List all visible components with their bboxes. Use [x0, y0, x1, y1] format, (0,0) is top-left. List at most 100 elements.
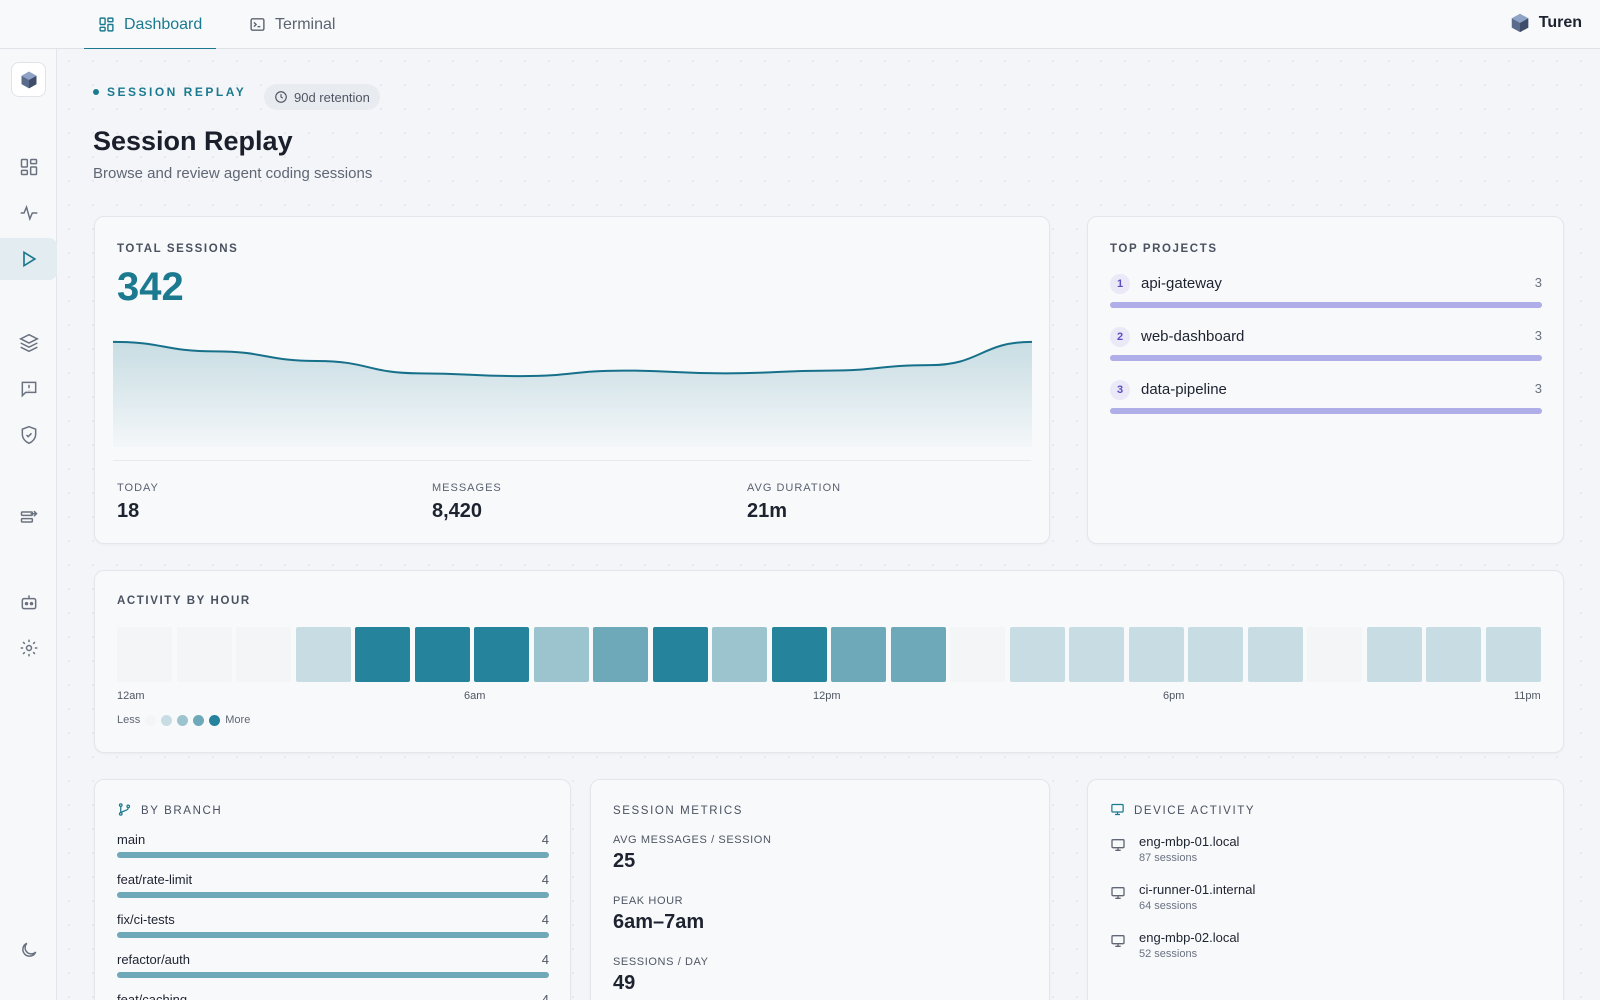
project-count: 3 — [1534, 381, 1542, 396]
branch-row[interactable]: fix/ci-tests 4 — [117, 912, 549, 948]
branch-row[interactable]: feat/rate-limit 4 — [117, 872, 549, 908]
project-row[interactable]: 2 web-dashboard 3 — [1110, 327, 1542, 367]
project-rank: 2 — [1110, 327, 1130, 347]
sidebar-item-export[interactable] — [0, 496, 57, 538]
heatmap-cell[interactable] — [295, 627, 351, 682]
branch-name: main — [117, 832, 146, 847]
branch-row[interactable]: main 4 — [117, 832, 549, 868]
heatmap-cell[interactable] — [117, 627, 172, 682]
project-row[interactable]: 1 api-gateway 3 — [1110, 274, 1542, 314]
card-title: BY BRANCH — [141, 805, 223, 817]
branch-row[interactable]: feat/caching 4 — [117, 992, 549, 1000]
project-count: 3 — [1534, 275, 1542, 290]
branch-bar — [117, 852, 549, 858]
dashboard-icon — [20, 158, 37, 176]
branch-count: 4 — [541, 872, 549, 887]
theme-toggle-button[interactable] — [0, 929, 57, 971]
heatmap-cell[interactable] — [1188, 627, 1243, 682]
heatmap-cell[interactable] — [831, 627, 886, 682]
hour-label: 11pm — [1514, 690, 1541, 702]
heatmap-cell[interactable] — [533, 627, 589, 682]
heatmap-cell[interactable] — [1366, 627, 1422, 682]
total-sessions-card: TOTAL SESSIONS 342 TODAY 18 MESSAGES 8,4… — [94, 216, 1050, 544]
sidebar-item-agents[interactable] — [0, 581, 57, 623]
hour-label: 12pm — [813, 690, 841, 702]
session-metrics-card: SESSION METRICS AVG MESSAGES / SESSION 2… — [590, 779, 1050, 1000]
tab-dashboard[interactable]: Dashboard — [84, 0, 217, 50]
retention-label: 90d retention — [294, 89, 370, 105]
sidebar-item-session-replay[interactable] — [0, 238, 57, 280]
device-name: eng-mbp-01.local — [1139, 834, 1240, 849]
metric-label: SESSIONS / DAY — [613, 956, 709, 968]
app-logo-icon — [21, 71, 36, 88]
legend-swatch — [193, 714, 205, 726]
sidebar-item-settings[interactable] — [0, 627, 57, 669]
heatmap-cell[interactable] — [414, 627, 470, 682]
top-projects-card: TOP PROJECTS 1 api-gateway 3 2 web-dashb… — [1087, 216, 1564, 544]
legend-swatch — [145, 714, 157, 726]
heatmap-cell[interactable] — [950, 627, 1005, 682]
heatmap-cell[interactable] — [593, 627, 648, 682]
legend-swatch — [209, 714, 221, 726]
sidebar-item-security[interactable] — [0, 414, 57, 456]
terminal-icon — [250, 18, 265, 31]
heatmap-cell[interactable] — [1307, 627, 1362, 682]
heatmap-cell[interactable] — [890, 627, 946, 682]
metric-label: AVG MESSAGES / SESSION — [613, 834, 772, 846]
project-bar — [1110, 408, 1542, 414]
branch-bar — [117, 932, 549, 938]
device-sessions: 52 sessions — [1139, 948, 1198, 960]
heatmap-legend: Less More — [117, 714, 250, 726]
eyebrow-label: SESSION REPLAY — [107, 85, 247, 99]
monitor-icon — [1111, 839, 1125, 851]
branch-bar-fill — [117, 852, 549, 858]
list-export-icon — [20, 510, 38, 523]
sessions-trend-chart — [112, 340, 1033, 447]
heatmap-cell[interactable] — [1426, 627, 1481, 682]
device-row[interactable]: eng-mbp-01.local 87 sessions — [1110, 834, 1542, 874]
sidebar-logo[interactable] — [11, 62, 46, 97]
app-logo-icon — [1511, 13, 1528, 33]
legend-less: Less — [117, 714, 141, 726]
project-count: 3 — [1534, 328, 1542, 343]
project-rank: 1 — [1110, 274, 1130, 294]
project-bar-fill — [1110, 355, 1542, 361]
activity-by-hour-card: ACTIVITY BY HOUR 12am 6am 12pm 6pm 11pm … — [94, 570, 1564, 753]
heatmap-cell[interactable] — [771, 627, 827, 682]
git-branch-icon — [118, 803, 131, 816]
heatmap-cell[interactable] — [1009, 627, 1065, 682]
user-menu[interactable]: Turen — [1509, 12, 1582, 34]
heatmap-cell[interactable] — [652, 627, 708, 682]
heatmap-cell[interactable] — [1247, 627, 1303, 682]
sidebar-item-messages[interactable] — [0, 368, 57, 410]
heatmap-cell[interactable] — [474, 627, 529, 682]
heatmap-cell[interactable] — [355, 627, 410, 682]
sidebar-item-activity[interactable] — [0, 192, 57, 234]
branch-name: feat/rate-limit — [117, 872, 193, 887]
settings-icon — [20, 639, 37, 657]
tab-terminal[interactable]: Terminal — [235, 0, 349, 49]
legend-more: More — [225, 714, 251, 726]
heatmap-cell[interactable] — [1485, 627, 1541, 682]
sidebar-item-layers[interactable] — [0, 322, 57, 364]
sidebar-item-dashboard[interactable] — [0, 146, 57, 188]
branch-count: 4 — [541, 952, 549, 967]
trend-line — [112, 340, 1033, 378]
play-icon — [22, 250, 36, 268]
heatmap-cell[interactable] — [1128, 627, 1184, 682]
branch-count: 4 — [541, 832, 549, 847]
heatmap-cell[interactable] — [236, 627, 291, 682]
device-activity-card: DEVICE ACTIVITY eng-mbp-01.local 87 sess… — [1087, 779, 1564, 1000]
monitor-icon — [1111, 803, 1124, 816]
branch-row[interactable]: refactor/auth 4 — [117, 952, 549, 988]
heatmap-cell[interactable] — [712, 627, 767, 682]
project-row[interactable]: 3 data-pipeline 3 — [1110, 380, 1542, 420]
hour-label: 6am — [464, 690, 486, 702]
heatmap-cell[interactable] — [176, 627, 232, 682]
device-row[interactable]: ci-runner-01.internal 64 sessions — [1110, 882, 1542, 922]
device-row[interactable]: eng-mbp-02.local 52 sessions — [1110, 930, 1542, 970]
metric-value: 25 — [613, 850, 636, 872]
heatmap-cell[interactable] — [1069, 627, 1124, 682]
stat-avg-duration-value: 21m — [747, 500, 788, 522]
trend-area — [113, 341, 1032, 447]
